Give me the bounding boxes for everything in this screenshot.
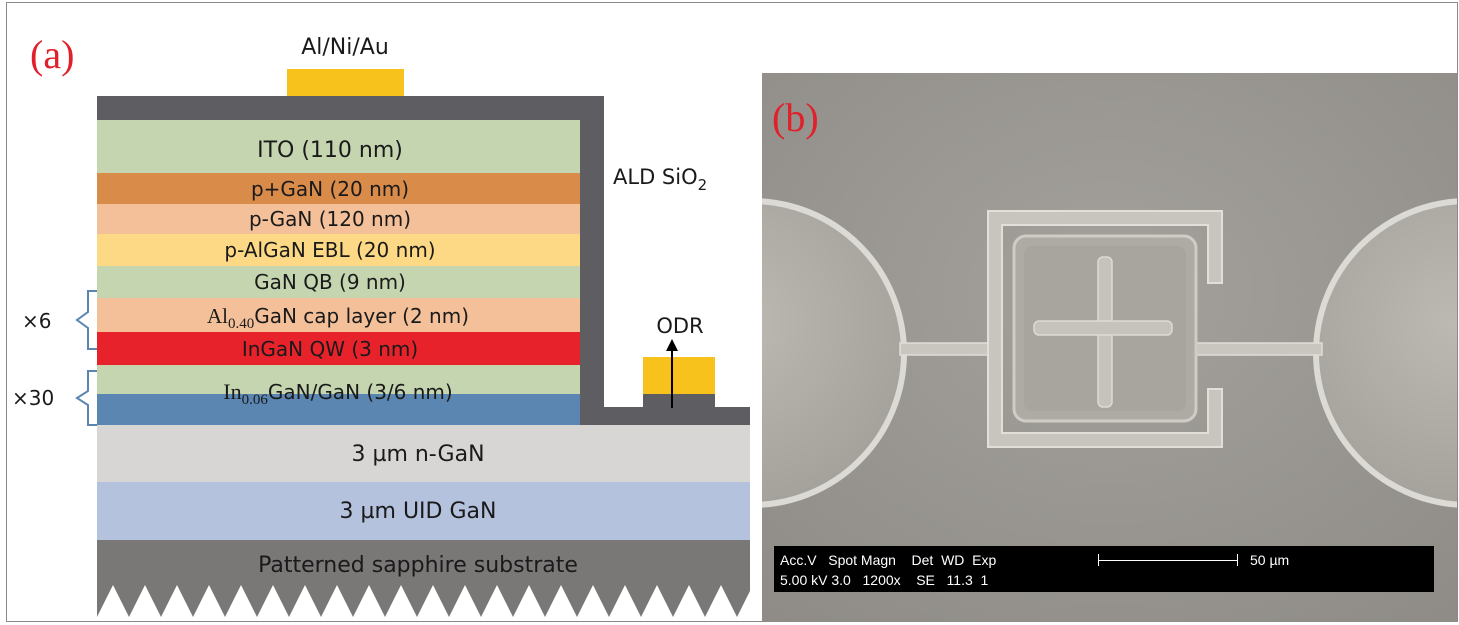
substrate-cone: [737, 591, 750, 617]
cap-layer: [97, 298, 580, 332]
ald-sio2-passivation: [97, 96, 750, 425]
substrate-cone: [513, 585, 545, 617]
cap-label: Al0.40GaN cap layer (2 nm): [207, 304, 469, 332]
p-gan-label: p-GaN (120 nm): [249, 207, 411, 231]
repeat-x30-label: ×30: [12, 386, 54, 410]
p-gan-layer: [97, 204, 580, 234]
sem-info-header: Acc.V Spot Magn Det WD Exp: [780, 552, 997, 568]
substrate-label: Patterned sapphire substrate: [258, 553, 578, 578]
substrate-cone: [705, 585, 737, 617]
p-plus-gan-label: p+GaN (20 nm): [251, 177, 409, 201]
substrate-cone: [321, 585, 353, 617]
substrate-cone: [417, 585, 449, 617]
substrate-cone: [353, 585, 385, 617]
ring-electrode: [987, 210, 1223, 448]
odr-label: ODR: [656, 314, 703, 338]
substrate-cone: [289, 585, 321, 617]
scale-bar-label: 50 µm: [1250, 552, 1290, 568]
panel-b-label: (b): [772, 95, 819, 140]
sem-info-values: 5.00 kV 3.0 1200x SE 11.3 1: [780, 572, 989, 588]
substrate-cone: [577, 585, 609, 617]
odr-arrowhead: [666, 339, 678, 351]
ebl-label: p-AlGaN EBL (20 nm): [224, 238, 435, 262]
substrate-cone: [257, 585, 289, 617]
left-interconnect: [899, 342, 991, 356]
sem-info-bar: Acc.V Spot Magn Det WD Exp 5.00 kV 3.0 1…: [774, 546, 1434, 592]
substrate-cone: [129, 585, 161, 617]
sem-micrograph: (b) Acc.V Spot Magn Det WD Exp 5.00 kV 3…: [762, 73, 1457, 622]
substrate-cone: [225, 585, 257, 617]
substrate-cone: [545, 585, 577, 617]
superlattice-bottom: [97, 394, 580, 425]
substrate-cone: [449, 585, 481, 617]
contact-label: Al/Ni/Au: [301, 35, 389, 60]
sio2-label: ALD SiO2: [613, 165, 707, 194]
patterned-cones: [97, 585, 750, 617]
gan-qb-layer: [97, 266, 580, 298]
scale-bar: [1098, 554, 1238, 566]
ingan-qw-label: InGaN QW (3 nm): [242, 337, 418, 361]
ito-layer: [97, 120, 580, 173]
panel-a-label: (a): [30, 32, 74, 77]
substrate-cone: [609, 585, 641, 617]
bracket-x30: [75, 370, 97, 426]
figure-frame: [6, 2, 1458, 622]
cross-electrode-horizontal: [1033, 320, 1173, 336]
n-gan-layer: [97, 425, 750, 482]
bracket-x6: [75, 290, 97, 350]
substrate-cone: [641, 585, 673, 617]
repeat-x6-label: ×6: [22, 309, 51, 333]
superlattice-label: In0.06GaN/GaN (3/6 nm): [223, 379, 452, 408]
ebl-layer: [97, 234, 580, 266]
sem-image: (b): [762, 73, 1457, 622]
substrate-cone: [481, 585, 513, 617]
p-plus-gan-layer: [97, 173, 580, 204]
gan-qb-label: GaN QB (9 nm): [254, 270, 406, 294]
ingan-qw-layer: [97, 332, 580, 365]
top-metal-contact: [287, 69, 404, 96]
led-structure-diagram: Patterned sapphire substrate 3 µm UID Ga…: [12, 32, 750, 617]
uid-gan-label: 3 µm UID GaN: [340, 499, 497, 524]
superlattice-top: [97, 365, 580, 394]
substrate-cone: [193, 585, 225, 617]
n-gan-label: 3 µm n-GaN: [351, 442, 484, 467]
odr-metal: [643, 357, 715, 394]
uid-gan-layer: [97, 482, 750, 540]
ito-label: ITO (110 nm): [257, 138, 403, 163]
substrate-cone: [161, 585, 193, 617]
odr-base: [643, 394, 715, 425]
substrate-cone: [385, 585, 417, 617]
substrate-cone: [97, 585, 129, 617]
substrate-cone: [673, 585, 705, 617]
